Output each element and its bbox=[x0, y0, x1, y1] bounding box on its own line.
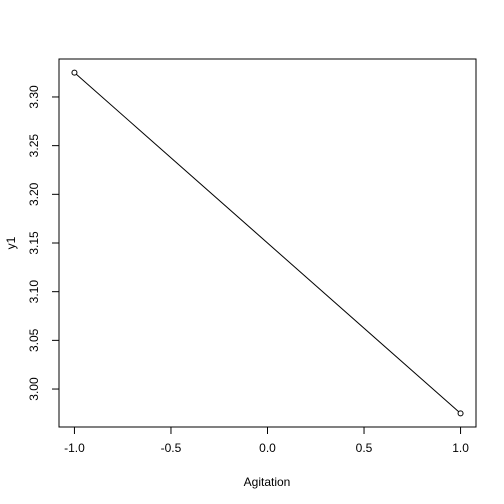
y-tick-label: 3.30 bbox=[27, 85, 41, 109]
x-tick-label: 0.5 bbox=[356, 441, 373, 455]
x-axis-label: Agitation bbox=[244, 475, 291, 489]
y-tick-label: 3.25 bbox=[27, 134, 41, 158]
series-line-path bbox=[74, 72, 461, 414]
x-tick-label: 1.0 bbox=[452, 441, 469, 455]
data-point bbox=[71, 69, 78, 76]
data-point bbox=[457, 410, 464, 417]
x-axis: -1.0 -0.5 0.0 0.5 1.0 bbox=[64, 426, 469, 455]
y-tick-label: 3.00 bbox=[27, 377, 41, 401]
x-tick-label: 0.0 bbox=[259, 441, 276, 455]
y-tick-label: 3.20 bbox=[27, 182, 41, 206]
x-tick-label: -1.0 bbox=[64, 441, 85, 455]
series-line bbox=[71, 69, 464, 417]
y-axis-label: y1 bbox=[4, 236, 18, 249]
y-tick-label: 3.15 bbox=[27, 231, 41, 255]
y-axis: 3.00 3.05 3.10 3.15 3.20 3.25 3.30 bbox=[27, 85, 60, 401]
y-tick-label: 3.10 bbox=[27, 280, 41, 304]
y-tick-label: 3.05 bbox=[27, 328, 41, 352]
x-tick-label: -0.5 bbox=[161, 441, 182, 455]
